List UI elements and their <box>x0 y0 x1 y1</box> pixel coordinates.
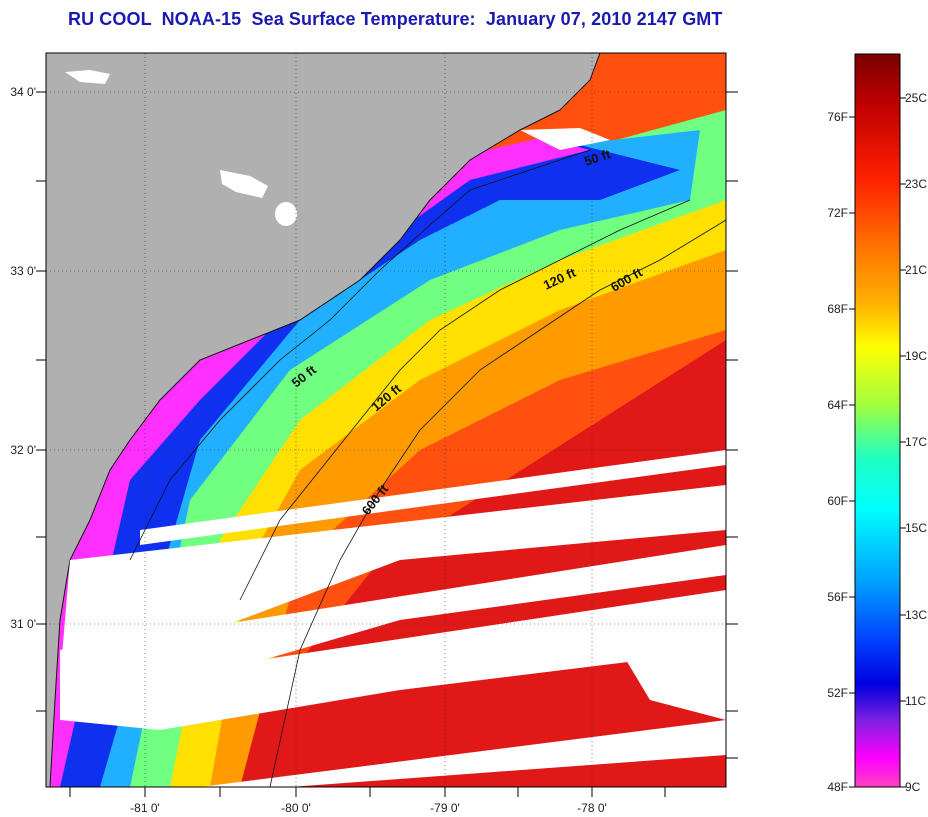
colorbar-c-label: 21C <box>905 263 927 277</box>
colorbar-f-label: 60F <box>827 494 848 508</box>
contour-600ft <box>269 219 726 787</box>
colorbar-f-label: 68F <box>827 302 848 316</box>
lon-tick-label: -79 0' <box>430 801 460 815</box>
cloud-patch <box>520 128 610 150</box>
map-frame <box>45 52 727 788</box>
colorbar-c-label: 19C <box>905 349 927 363</box>
swath-gap <box>60 545 726 700</box>
colorbar: 76F 72F 68F 64F 60F 56F 52F 48F 25C 23C … <box>827 53 927 794</box>
contour-120ft <box>239 199 691 601</box>
lat-tick-label: 32 0' <box>10 443 36 457</box>
colorbar-gradient <box>854 53 901 788</box>
colorbar-c-label: 9C <box>905 780 921 794</box>
axis-ticks <box>36 91 738 797</box>
lat-tick-label: 33 0' <box>10 264 36 278</box>
colorbar-c-label: 13C <box>905 608 927 622</box>
swath-gap <box>60 590 726 730</box>
land-mass <box>46 53 600 787</box>
colorbar-c-label: 17C <box>905 435 927 449</box>
lake <box>220 170 268 198</box>
lat-tick-label: 31 0' <box>10 617 36 631</box>
map-area: 50 ft 50 ft 120 ft 120 ft 600 ft 600 ft <box>46 53 726 787</box>
map-title: RU COOL NOAA-15 Sea Surface Temperature:… <box>68 9 723 29</box>
lake <box>275 202 297 226</box>
colorbar-f-label: 72F <box>827 206 848 220</box>
lake <box>65 70 110 84</box>
lon-tick-label: -78 0' <box>577 801 607 815</box>
cloud-patch <box>620 620 726 720</box>
colorbar-f-label: 52F <box>827 686 848 700</box>
swath-gap <box>200 720 726 787</box>
colorbar-f-label: 48F <box>827 780 848 794</box>
lon-tick-label: -80 0' <box>281 801 311 815</box>
colorbar-f-label: 76F <box>827 110 848 124</box>
colorbar-c-label: 23C <box>905 177 927 191</box>
colorbar-f-label: 64F <box>827 398 848 412</box>
colorbar-c-label: 11C <box>905 694 926 708</box>
colorbar-f-label: 56F <box>827 590 848 604</box>
colorbar-c-label: 15C <box>905 521 927 535</box>
swath-gap <box>60 485 726 680</box>
colorbar-c-label: 25C <box>905 91 927 105</box>
swath-gap <box>140 450 726 545</box>
graticule <box>46 53 726 787</box>
lon-tick-label: -81 0' <box>130 801 160 815</box>
lat-tick-label: 34 0' <box>10 85 36 99</box>
